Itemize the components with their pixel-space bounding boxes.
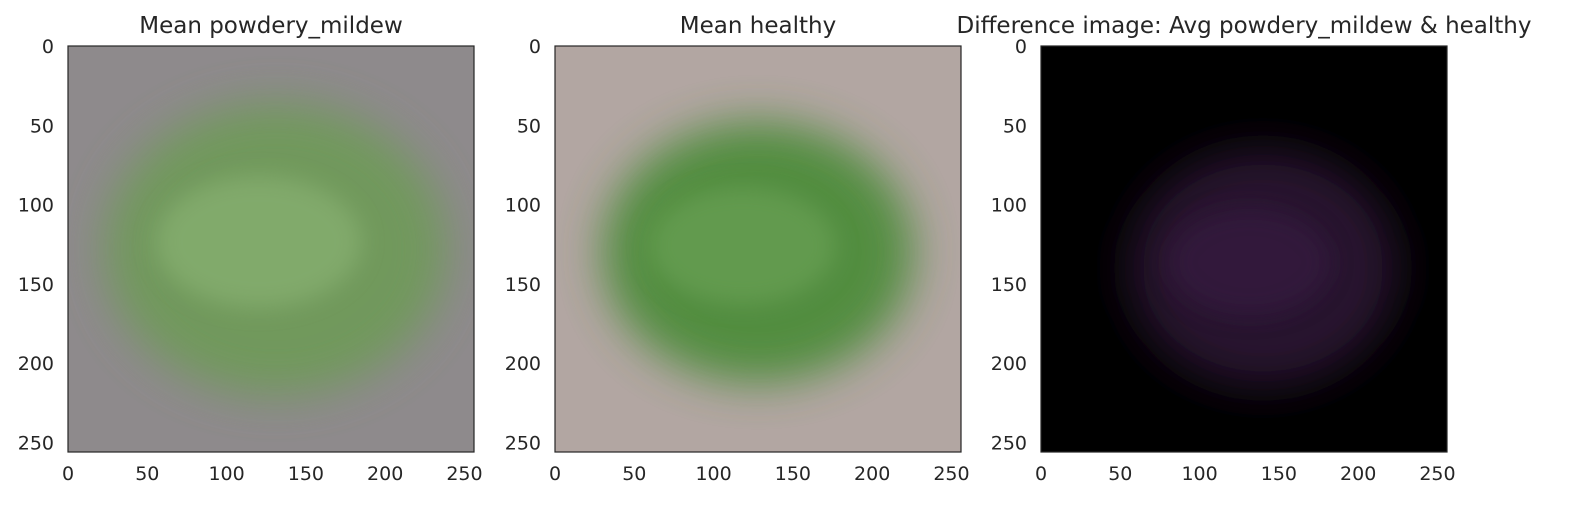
y-tick-label: 250 bbox=[991, 432, 1027, 454]
panel-title: Mean powdery_mildew bbox=[139, 13, 403, 39]
x-tick-label: 250 bbox=[1419, 463, 1455, 485]
y-tick-label: 0 bbox=[42, 36, 54, 58]
panel-title: Difference image: Avg powdery_mildew & h… bbox=[956, 13, 1531, 39]
y-tick-label: 150 bbox=[18, 274, 54, 296]
x-tick-label: 200 bbox=[1340, 463, 1376, 485]
leaf-highlight bbox=[1168, 208, 1331, 316]
panel-mean-powdery-mildew: Mean powdery_mildew 0 50 100 150 200 250 0 50 1… bbox=[18, 13, 483, 485]
y-tick-labels: 0 50 100 150 200 250 bbox=[991, 36, 1027, 454]
y-tick-label: 200 bbox=[991, 353, 1027, 375]
axes-frame bbox=[554, 45, 962, 453]
x-tick-label: 0 bbox=[1035, 463, 1047, 485]
x-tick-label: 50 bbox=[135, 463, 159, 485]
y-tick-label: 200 bbox=[505, 353, 541, 375]
x-tick-labels: 0 50 100 150 200 250 bbox=[62, 463, 483, 485]
x-tick-label: 250 bbox=[446, 463, 482, 485]
y-tick-label: 50 bbox=[1003, 115, 1027, 137]
axes-frame bbox=[1040, 45, 1448, 453]
x-tick-labels: 0 50 100 150 200 250 bbox=[1035, 463, 1456, 485]
y-tick-label: 50 bbox=[517, 115, 541, 137]
y-tick-labels: 0 50 100 150 200 250 bbox=[18, 36, 54, 454]
x-tick-label: 200 bbox=[854, 463, 890, 485]
leaf-highlight bbox=[649, 187, 836, 305]
y-tick-label: 250 bbox=[18, 432, 54, 454]
x-tick-label: 0 bbox=[62, 463, 74, 485]
image-area bbox=[68, 46, 474, 452]
image-area bbox=[1041, 46, 1447, 452]
y-tick-label: 150 bbox=[505, 274, 541, 296]
y-tick-label: 100 bbox=[991, 195, 1027, 217]
image-area bbox=[555, 46, 961, 452]
panel-difference-image: Difference image: Avg powdery_mildew & h… bbox=[956, 13, 1531, 485]
y-tick-label: 50 bbox=[30, 115, 54, 137]
y-tick-label: 100 bbox=[18, 195, 54, 217]
x-tick-label: 250 bbox=[933, 463, 969, 485]
x-tick-label: 100 bbox=[695, 463, 731, 485]
x-tick-label: 0 bbox=[549, 463, 561, 485]
y-tick-label: 250 bbox=[505, 432, 541, 454]
x-tick-label: 150 bbox=[775, 463, 811, 485]
x-tick-label: 200 bbox=[367, 463, 403, 485]
y-tick-labels: 0 50 100 150 200 250 bbox=[505, 36, 541, 454]
y-tick-label: 0 bbox=[529, 36, 541, 58]
leaf-highlight bbox=[155, 176, 362, 308]
x-tick-label: 150 bbox=[288, 463, 324, 485]
x-tick-label: 100 bbox=[208, 463, 244, 485]
x-tick-label: 50 bbox=[1108, 463, 1132, 485]
panel-title: Mean healthy bbox=[680, 13, 836, 39]
panel-mean-healthy: Mean healthy 0 50 100 150 200 250 0 50 100 150 20… bbox=[505, 13, 970, 485]
x-tick-labels: 0 50 100 150 200 250 bbox=[549, 463, 970, 485]
y-tick-label: 200 bbox=[18, 353, 54, 375]
y-tick-label: 150 bbox=[991, 274, 1027, 296]
x-tick-label: 100 bbox=[1181, 463, 1217, 485]
y-tick-label: 100 bbox=[505, 195, 541, 217]
y-tick-label: 0 bbox=[1015, 36, 1027, 58]
x-tick-label: 50 bbox=[622, 463, 646, 485]
axes-frame bbox=[67, 45, 475, 453]
x-tick-label: 150 bbox=[1261, 463, 1297, 485]
